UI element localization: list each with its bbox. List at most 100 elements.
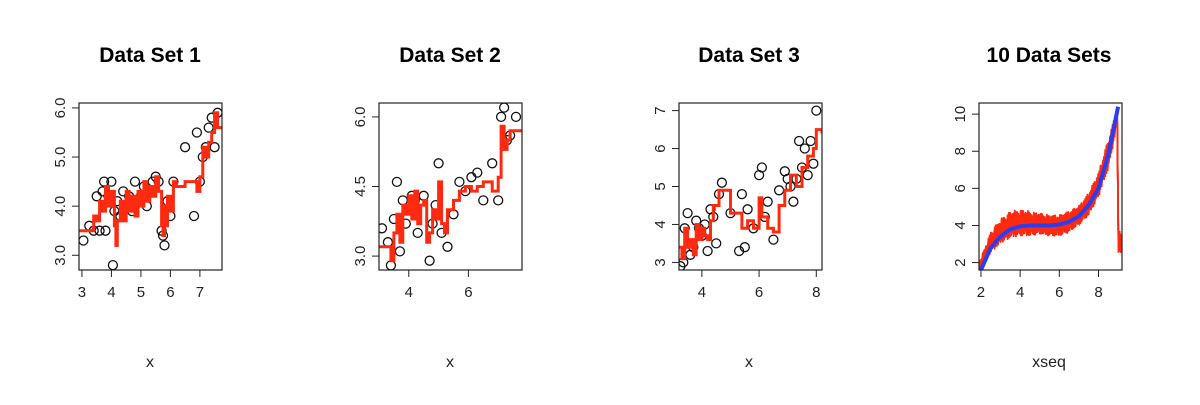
panel-2-point bbox=[442, 241, 453, 252]
panel-4: 10 Data Sets xseq 2 4 6 8 2 4 6 8 10 bbox=[952, 44, 1123, 371]
panel-2-xtick-label: 4 bbox=[405, 284, 413, 301]
panel-4-fit-line-3 bbox=[979, 111, 1122, 269]
panel-3-xlabel: x bbox=[745, 354, 753, 371]
panel-3-point bbox=[768, 234, 779, 245]
panel-4-fit-line-2 bbox=[979, 120, 1122, 264]
panel-2-point bbox=[385, 260, 397, 270]
panel-4-ytick-label: 10 bbox=[952, 106, 969, 123]
panel-1-point bbox=[107, 259, 119, 270]
panel-3-ytick-label: 3 bbox=[652, 258, 669, 266]
panel-3-point bbox=[716, 177, 728, 188]
panel-1-plot-frame bbox=[78, 102, 223, 271]
panel-1-ytick-label: 5.0 bbox=[52, 147, 69, 168]
panel-2: Data Set 2 x 4 6 3.0 4.5 6.0 bbox=[352, 44, 523, 371]
panel-1-xtick-label: 6 bbox=[166, 284, 174, 301]
panel-3-point bbox=[799, 143, 810, 154]
panel-1-point bbox=[191, 127, 203, 138]
panel-2-point bbox=[472, 167, 483, 178]
panel-2-fit-line bbox=[379, 124, 522, 263]
panel-3-data bbox=[679, 105, 822, 270]
panel-1-point bbox=[100, 225, 111, 236]
panel-1-point bbox=[91, 191, 102, 202]
panel-2-data bbox=[379, 103, 522, 270]
panel-2-point bbox=[379, 223, 388, 234]
panel-4-xtick-label: 6 bbox=[1055, 284, 1063, 301]
panel-3-fit-line bbox=[679, 128, 822, 261]
panel-2-point bbox=[478, 195, 489, 206]
panel-4-fit-line-4 bbox=[979, 121, 1122, 270]
panel-2-point bbox=[493, 195, 504, 206]
panel-1-ytick-label: 3.0 bbox=[52, 245, 69, 266]
panel-2-point bbox=[487, 158, 498, 169]
panel-2-title: Data Set 2 bbox=[399, 44, 501, 67]
panel-3-point bbox=[736, 188, 748, 200]
panel-1-title: Data Set 1 bbox=[99, 44, 201, 67]
panel-2-point bbox=[424, 255, 435, 266]
panel-4-mean-line bbox=[979, 106, 1121, 270]
panel-1-point bbox=[188, 210, 200, 222]
panel-4-xtick-label: 8 bbox=[1094, 284, 1102, 301]
panel-1-point bbox=[209, 142, 220, 153]
panel-3-point bbox=[702, 245, 713, 257]
panel-3-title: Data Set 3 bbox=[698, 44, 800, 67]
panel-1-point bbox=[106, 176, 117, 187]
panel-3-point bbox=[739, 242, 750, 253]
panel-3-ytick-label: 7 bbox=[652, 106, 669, 114]
panel-2-xlabel: x bbox=[446, 354, 454, 371]
panel-2-ytick-label: 3.0 bbox=[352, 246, 369, 267]
panel-4-fit-line-9 bbox=[979, 114, 1122, 267]
panel-4-ytick-label: 4 bbox=[952, 221, 969, 229]
panel-2-point bbox=[454, 176, 465, 188]
panel-3-point bbox=[808, 158, 819, 169]
panel-4-data bbox=[979, 106, 1122, 270]
panel-2-ytick-label: 4.5 bbox=[352, 176, 369, 197]
panel-3-xtick-label: 6 bbox=[755, 284, 763, 301]
panel-4-fit-line-10 bbox=[979, 115, 1122, 269]
panel-4-fit-line-6 bbox=[979, 117, 1122, 269]
panel-1-point bbox=[79, 235, 89, 246]
panel-4-title: 10 Data Sets bbox=[987, 44, 1112, 67]
panel-1-xlabel: x bbox=[146, 354, 154, 371]
panel-1-fit-line bbox=[79, 111, 222, 247]
panel-2-point bbox=[394, 246, 406, 257]
panel-1-xtick-label: 7 bbox=[196, 284, 204, 301]
panel-3-point bbox=[742, 204, 753, 215]
panel-1-xtick-label: 3 bbox=[78, 284, 86, 301]
panel-3-point bbox=[756, 162, 768, 173]
panel-3-point bbox=[805, 135, 816, 147]
panel-1-point bbox=[203, 122, 214, 133]
panel-2-point bbox=[433, 158, 444, 169]
panel-3-xtick-label: 4 bbox=[698, 284, 706, 301]
panel-3-point bbox=[762, 196, 773, 207]
panel-3-point bbox=[788, 196, 799, 207]
panel-3-point bbox=[793, 135, 805, 147]
panel-1: Data Set 1 x 3 4 5 6 7 3.0 4.0 5.0 6.0 bbox=[52, 44, 223, 371]
panel-1-xtick-label: 5 bbox=[137, 284, 145, 301]
panel-4-ytick-label: 2 bbox=[952, 258, 969, 266]
panel-4-ytick-label: 8 bbox=[952, 147, 969, 155]
panel-4-xtick-label: 2 bbox=[977, 284, 985, 301]
panel-3-ytick-label: 6 bbox=[652, 144, 669, 152]
panel-2-point bbox=[412, 227, 423, 239]
panel-4-fit-line-8 bbox=[979, 115, 1122, 269]
panel-3-point bbox=[802, 169, 813, 181]
panel-2-point bbox=[466, 172, 477, 183]
panel-2-point bbox=[495, 111, 507, 123]
panel-2-point bbox=[510, 111, 522, 123]
panel-1-data bbox=[79, 107, 222, 270]
panel-1-point bbox=[159, 240, 170, 251]
panel-3-xtick-label: 8 bbox=[812, 284, 820, 301]
panel-2-ytick-label: 6.0 bbox=[352, 106, 369, 127]
panel-3-point bbox=[711, 238, 722, 249]
panel-3: Data Set 3 x 4 6 8 3 4 5 6 7 bbox=[652, 44, 823, 371]
panel-2-xtick-label: 6 bbox=[464, 284, 472, 301]
panel-1-point bbox=[179, 142, 191, 153]
panel-2-point bbox=[397, 195, 408, 206]
panel-3-point bbox=[682, 207, 693, 219]
panel-4-ytick-label: 6 bbox=[952, 184, 969, 192]
panel-3-ytick-label: 5 bbox=[652, 182, 669, 190]
panel-1-point bbox=[129, 176, 141, 187]
panel-1-xtick-label: 4 bbox=[107, 284, 115, 301]
panel-4-plot-frame bbox=[978, 102, 1123, 271]
